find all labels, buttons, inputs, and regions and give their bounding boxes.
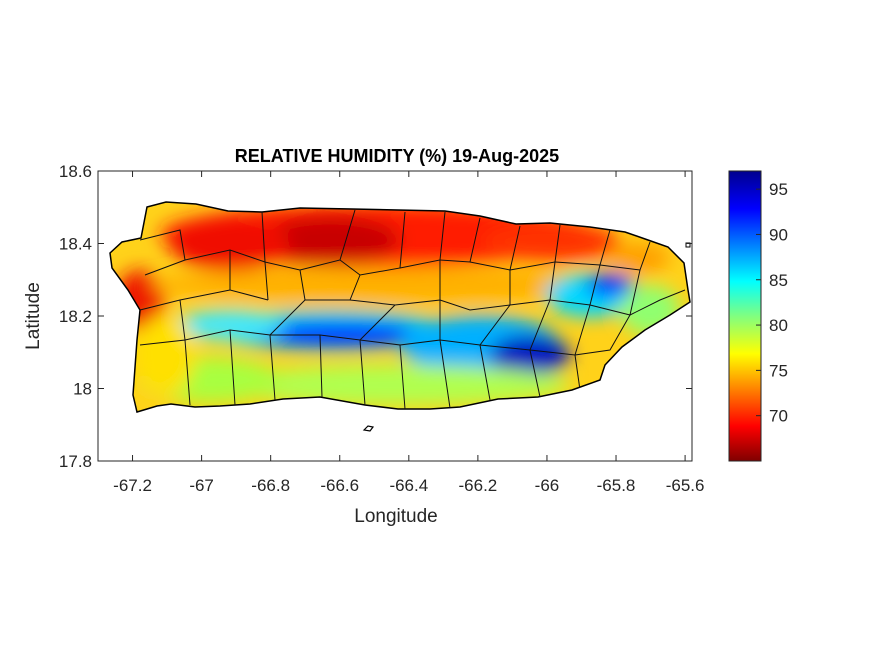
y-axis-label: Latitude <box>23 282 44 350</box>
x-tick-label: -67 <box>189 476 214 495</box>
x-tick-label: -65.6 <box>666 476 705 495</box>
chart-title: RELATIVE HUMIDITY (%) 19-Aug-2025 <box>235 146 559 166</box>
x-tick-label: -65.8 <box>597 476 636 495</box>
x-tick-label: -66.4 <box>389 476 428 495</box>
x-tick-label: -67.2 <box>113 476 152 495</box>
colorbar-tick-label: 85 <box>769 271 788 290</box>
y-tick-label: 18 <box>73 380 92 399</box>
colorbar-tick-label: 70 <box>769 407 788 426</box>
colorbar-tick-label: 90 <box>769 225 788 244</box>
y-tick-label: 17.8 <box>59 452 92 471</box>
colorbar-ticks: 70 75 80 85 90 95 <box>756 180 788 426</box>
colorbar <box>728 170 762 462</box>
x-tick-label: -66 <box>535 476 560 495</box>
x-tick-label: -66.2 <box>459 476 498 495</box>
offshore-island <box>362 425 375 432</box>
y-tick-label: 18.4 <box>59 235 92 254</box>
y-tick-label: 18.2 <box>59 307 92 326</box>
colorbar-tick-label: 80 <box>769 316 788 335</box>
y-axis-ticks: 17.8 18 18.2 18.4 18.6 <box>59 162 692 471</box>
y-tick-label: 18.6 <box>59 162 92 181</box>
colorbar-tick-label: 75 <box>769 361 788 380</box>
x-tick-label: -66.8 <box>251 476 290 495</box>
municipality-boundaries <box>139 209 686 410</box>
colorbar-tick-label: 95 <box>769 180 788 199</box>
x-axis-label: Longitude <box>354 506 437 527</box>
x-axis-ticks: -67.2 -67 -66.8 -66.6 -66.4 -66.2 -66 -65.8 -65.… <box>113 171 704 495</box>
x-tick-label: -66.6 <box>320 476 359 495</box>
